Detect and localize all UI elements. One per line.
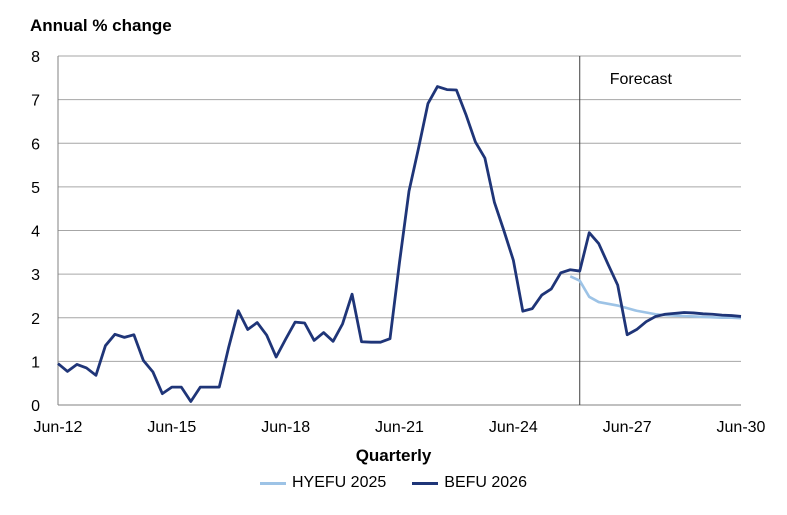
series-line-befu bbox=[57, 85, 742, 403]
y-tick-label-8: 8 bbox=[31, 49, 40, 66]
legend-label-befu: BEFU 2026 bbox=[444, 474, 527, 491]
x-tick-label-Jun-30: Jun-30 bbox=[717, 419, 766, 436]
x-tick-label-Jun-24: Jun-24 bbox=[489, 419, 538, 436]
y-tick-label-5: 5 bbox=[31, 180, 40, 197]
x-tick-label-Jun-27: Jun-27 bbox=[603, 419, 652, 436]
forecast-annotation: Forecast bbox=[610, 71, 673, 88]
legend-swatch-befu bbox=[412, 481, 439, 485]
x-tick-label-Jun-18: Jun-18 bbox=[261, 419, 310, 436]
y-tick-label-3: 3 bbox=[31, 267, 40, 284]
legend: HYEFU 2025 BEFU 2026 bbox=[0, 474, 787, 492]
x-tick-label-Jun-12: Jun-12 bbox=[34, 419, 83, 436]
y-tick-label-1: 1 bbox=[31, 354, 40, 371]
y-axis-title: Annual % change bbox=[30, 16, 172, 35]
legend-item-hyefu: HYEFU 2025 bbox=[260, 474, 386, 492]
legend-item-befu: BEFU 2026 bbox=[412, 474, 527, 492]
x-axis-title: Quarterly bbox=[355, 446, 432, 465]
y-tick-label-0: 0 bbox=[31, 398, 40, 415]
y-tick-label-7: 7 bbox=[31, 93, 40, 110]
x-tick-label-Jun-15: Jun-15 bbox=[147, 419, 196, 436]
y-tick-label-4: 4 bbox=[31, 224, 40, 241]
series-line-hyefu bbox=[569, 275, 742, 320]
legend-label-hyefu: HYEFU 2025 bbox=[292, 474, 387, 491]
y-tick-label-2: 2 bbox=[31, 311, 40, 328]
y-tick-label-6: 6 bbox=[31, 136, 40, 153]
x-tick-label-Jun-21: Jun-21 bbox=[375, 419, 424, 436]
legend-swatch-hyefu bbox=[260, 481, 286, 485]
